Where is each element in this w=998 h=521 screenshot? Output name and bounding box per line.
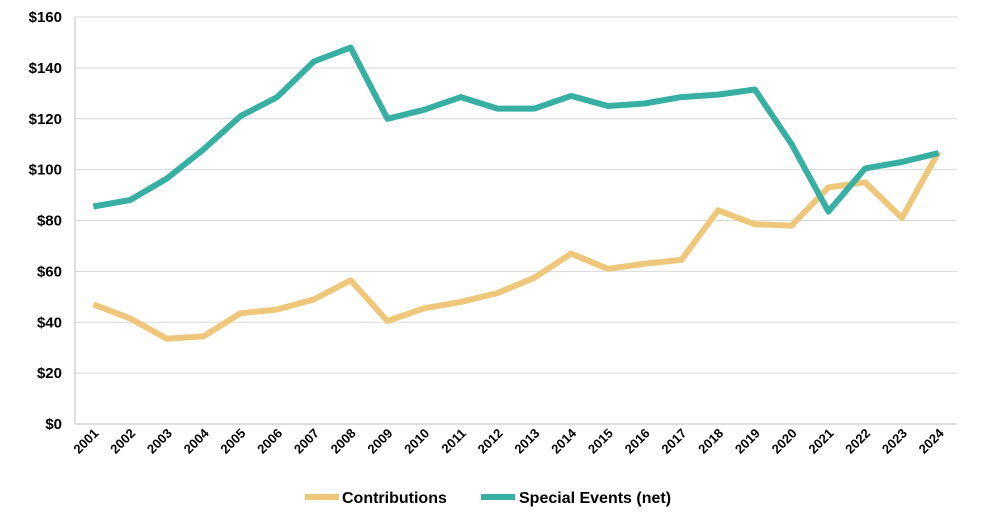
x-tick-label: 2010: [401, 426, 432, 457]
y-tick-label: $20: [37, 365, 62, 382]
series-line-0: [92, 150, 942, 342]
y-tick-label: $140: [29, 60, 62, 77]
x-tick-label: 2022: [842, 426, 873, 457]
x-tick-label: 2014: [548, 425, 580, 457]
x-tick-label: 2008: [328, 426, 359, 457]
x-tick-label: 2003: [144, 426, 175, 457]
legend: Contributions Special Events (net): [305, 490, 671, 507]
legend-label-0: Contributions: [342, 490, 447, 507]
x-tick-label: 2024: [916, 425, 948, 457]
x-tick-label: 2007: [291, 426, 322, 457]
y-tick-label: $100: [29, 162, 62, 179]
y-tick-label: $120: [29, 111, 62, 128]
x-tick-label: 2011: [438, 426, 469, 457]
x-tick-label: 2017: [658, 426, 689, 457]
y-tick-label: $0: [45, 416, 62, 433]
y-tick-label: $40: [37, 314, 62, 331]
x-tick-label: 2018: [695, 426, 726, 457]
x-tick-label: 2009: [364, 426, 395, 457]
x-tick-label: 2016: [622, 426, 653, 457]
x-tick-label: 2006: [254, 426, 285, 457]
x-tick-label: 2012: [475, 426, 506, 457]
x-tick-label: 2021: [805, 426, 836, 457]
x-tick-label: 2001: [70, 426, 101, 457]
x-tick-label: 2002: [107, 426, 138, 457]
series-lines: [92, 44, 942, 342]
x-tick-label: 2013: [511, 426, 542, 457]
x-tick-label: 2004: [181, 425, 213, 457]
x-tick-label: 2020: [769, 426, 800, 457]
y-tick-label: $80: [37, 213, 62, 230]
x-tick-label: 2023: [879, 426, 910, 457]
y-tick-label: $60: [37, 263, 62, 280]
x-tick-label: 2015: [585, 426, 616, 457]
series-line-1: [92, 44, 940, 215]
x-axis-ticks: 2001 2002 2003 2004 2005 2006 2007 2008 2009 2010…: [70, 425, 947, 457]
x-tick-label: 2005: [217, 426, 248, 457]
y-tick-label: $160: [29, 9, 62, 26]
x-tick-label: 2019: [732, 426, 763, 457]
axes: [74, 17, 957, 425]
legend-label-1: Special Events (net): [519, 490, 671, 507]
y-axis-ticks: $0 $20 $40 $60 $80 $100 $120 $140 $160: [29, 9, 62, 433]
